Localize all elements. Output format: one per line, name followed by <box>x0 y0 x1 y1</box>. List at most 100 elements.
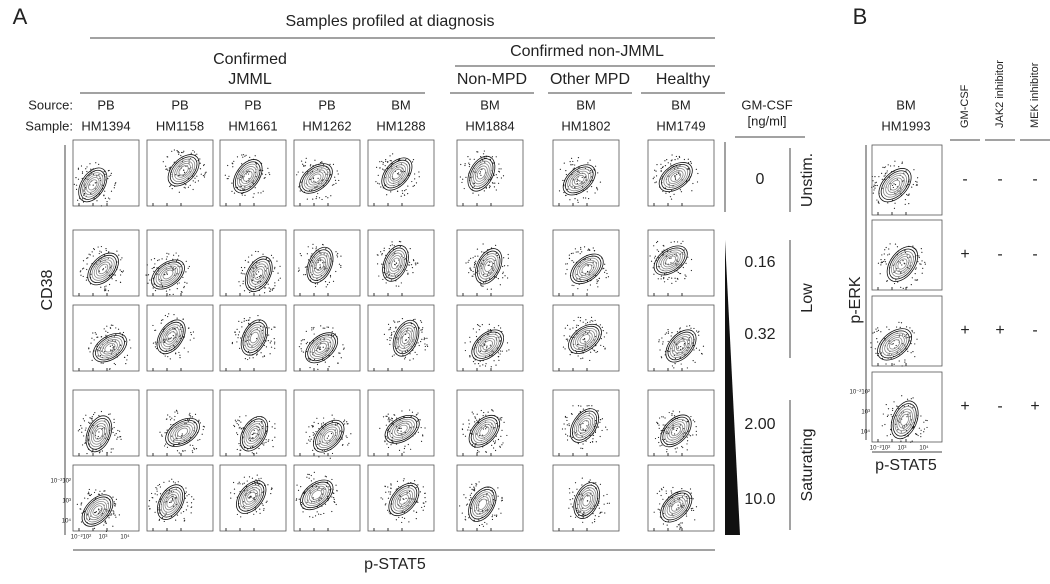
event-dot <box>159 486 161 488</box>
event-dot <box>916 181 918 183</box>
event-dot <box>486 345 488 347</box>
event-dot <box>108 368 111 370</box>
event-dot <box>170 266 172 268</box>
event-dot <box>890 414 892 416</box>
event-dot <box>321 198 323 201</box>
event-dot <box>110 174 112 176</box>
event-dot <box>580 405 582 407</box>
event-dot <box>688 343 690 345</box>
event-dot <box>312 516 314 518</box>
event-dot <box>336 489 338 492</box>
event-dot <box>181 434 183 437</box>
event-dot <box>558 190 561 192</box>
event-dot <box>242 154 245 156</box>
event-dot <box>668 411 670 414</box>
event-dot <box>695 434 697 436</box>
event-dot <box>485 428 487 430</box>
event-dot <box>178 174 180 177</box>
event-dot <box>683 339 685 341</box>
event-dot <box>333 418 335 420</box>
event-dot <box>599 511 602 513</box>
event-dot <box>244 194 246 196</box>
contour <box>662 253 679 268</box>
event-dot <box>483 281 485 284</box>
contour <box>383 159 411 189</box>
event-dot <box>504 275 506 277</box>
event-dot <box>335 503 337 506</box>
event-dot <box>474 261 476 264</box>
event-dot <box>185 260 187 262</box>
contour <box>896 408 913 432</box>
event-dot <box>175 260 178 262</box>
event-dot <box>248 497 250 499</box>
contour <box>169 156 198 185</box>
contour <box>467 155 496 192</box>
event-dot <box>239 426 241 428</box>
event-dot <box>316 417 318 419</box>
event-dot <box>105 285 107 287</box>
event-dot <box>572 405 574 407</box>
event-dot <box>565 170 567 172</box>
event-dot <box>170 491 172 493</box>
event-dot <box>566 324 569 326</box>
event-dot <box>471 483 473 485</box>
event-dot <box>596 187 598 190</box>
event-dot <box>665 492 667 495</box>
event-dot <box>185 165 187 167</box>
event-dot <box>255 511 258 513</box>
event-dot <box>915 180 917 183</box>
event-dot <box>196 153 198 155</box>
plot-frame <box>647 464 715 532</box>
event-dot <box>405 497 407 499</box>
event-dot <box>393 414 395 416</box>
event-dot <box>412 159 415 161</box>
event-dot <box>395 285 397 287</box>
event-dot <box>589 284 591 286</box>
event-dot <box>654 437 657 440</box>
event-dot <box>672 410 674 412</box>
event-dot <box>255 479 257 481</box>
event-dot <box>482 525 485 527</box>
event-dot <box>308 439 310 441</box>
event-dot <box>501 429 503 431</box>
event-dot <box>399 159 401 161</box>
event-dot <box>579 180 581 182</box>
row-label: Source: <box>28 97 73 112</box>
event-dot <box>497 356 499 358</box>
event-dot <box>895 344 897 347</box>
event-dot <box>674 177 677 179</box>
event-dot <box>602 330 604 332</box>
event-dot <box>231 162 233 164</box>
event-dot <box>887 202 889 204</box>
event-dot <box>298 186 300 188</box>
contour <box>670 425 681 437</box>
event-dot <box>316 443 318 445</box>
event-dot <box>172 327 174 329</box>
contour <box>892 403 917 437</box>
event-dot <box>689 435 692 437</box>
event-dot <box>333 183 335 186</box>
event-dot <box>239 285 241 287</box>
event-dot <box>670 490 672 492</box>
event-dot <box>106 325 108 327</box>
contour <box>158 321 184 352</box>
event-dot <box>81 427 83 429</box>
plot-frame <box>146 229 214 297</box>
event-dot <box>185 509 188 511</box>
event-dot <box>896 178 898 180</box>
event-dot <box>323 253 325 255</box>
event-dot <box>564 416 567 418</box>
event-dot <box>259 508 261 510</box>
event-dot <box>466 503 469 505</box>
event-dot <box>580 447 582 449</box>
event-dot <box>574 248 576 250</box>
event-dot <box>113 426 115 429</box>
event-dot <box>179 354 181 356</box>
event-dot <box>572 252 574 254</box>
event-dot <box>249 156 251 159</box>
event-dot <box>318 428 320 430</box>
event-dot <box>332 355 335 358</box>
event-dot <box>104 173 106 175</box>
event-dot <box>91 251 93 253</box>
event-dot <box>260 420 263 423</box>
